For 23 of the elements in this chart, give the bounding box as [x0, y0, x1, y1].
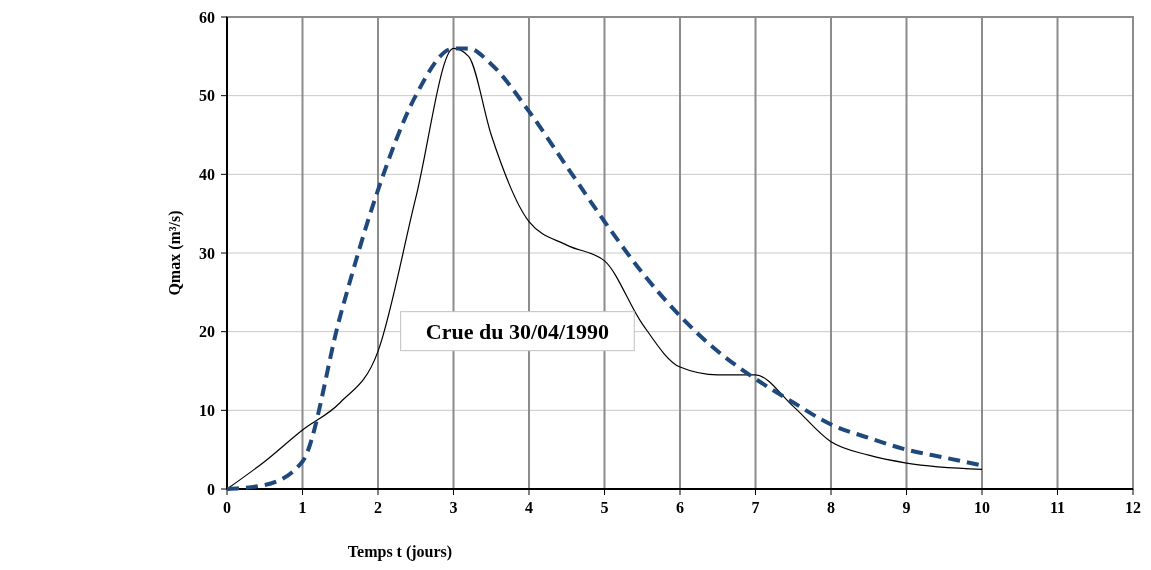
x-tick-label: 8: [827, 499, 835, 516]
y-tick-label: 10: [199, 401, 215, 419]
y-tick-label: 0: [207, 480, 215, 498]
y-tick-label: 20: [199, 323, 215, 341]
y-tick-label: 60: [199, 8, 215, 26]
x-tick-label: 10: [974, 499, 990, 516]
y-tick-label: 40: [199, 165, 215, 183]
x-tick-label: 4: [525, 499, 533, 516]
x-tick-label: 12: [1125, 499, 1141, 516]
y-axis-title: Qmax (m³/s): [166, 210, 184, 296]
annotation: Crue du 30/04/1990: [425, 319, 610, 345]
x-tick-label: 11: [1049, 499, 1066, 516]
x-tick-label: 1: [298, 499, 307, 516]
x-tick-label: 7: [751, 499, 760, 516]
x-axis-title: Temps t (jours): [347, 543, 453, 561]
x-tick-label: 5: [600, 499, 609, 516]
x-tick-label: 2: [374, 499, 382, 516]
x-tick-label: 9: [902, 499, 911, 516]
y-tick-label: 30: [199, 244, 215, 262]
x-tick-label: 3: [449, 499, 458, 516]
y-tick-label: 50: [199, 87, 215, 105]
x-tick-label: 0: [223, 499, 231, 516]
x-tick-label: 6: [676, 499, 684, 516]
